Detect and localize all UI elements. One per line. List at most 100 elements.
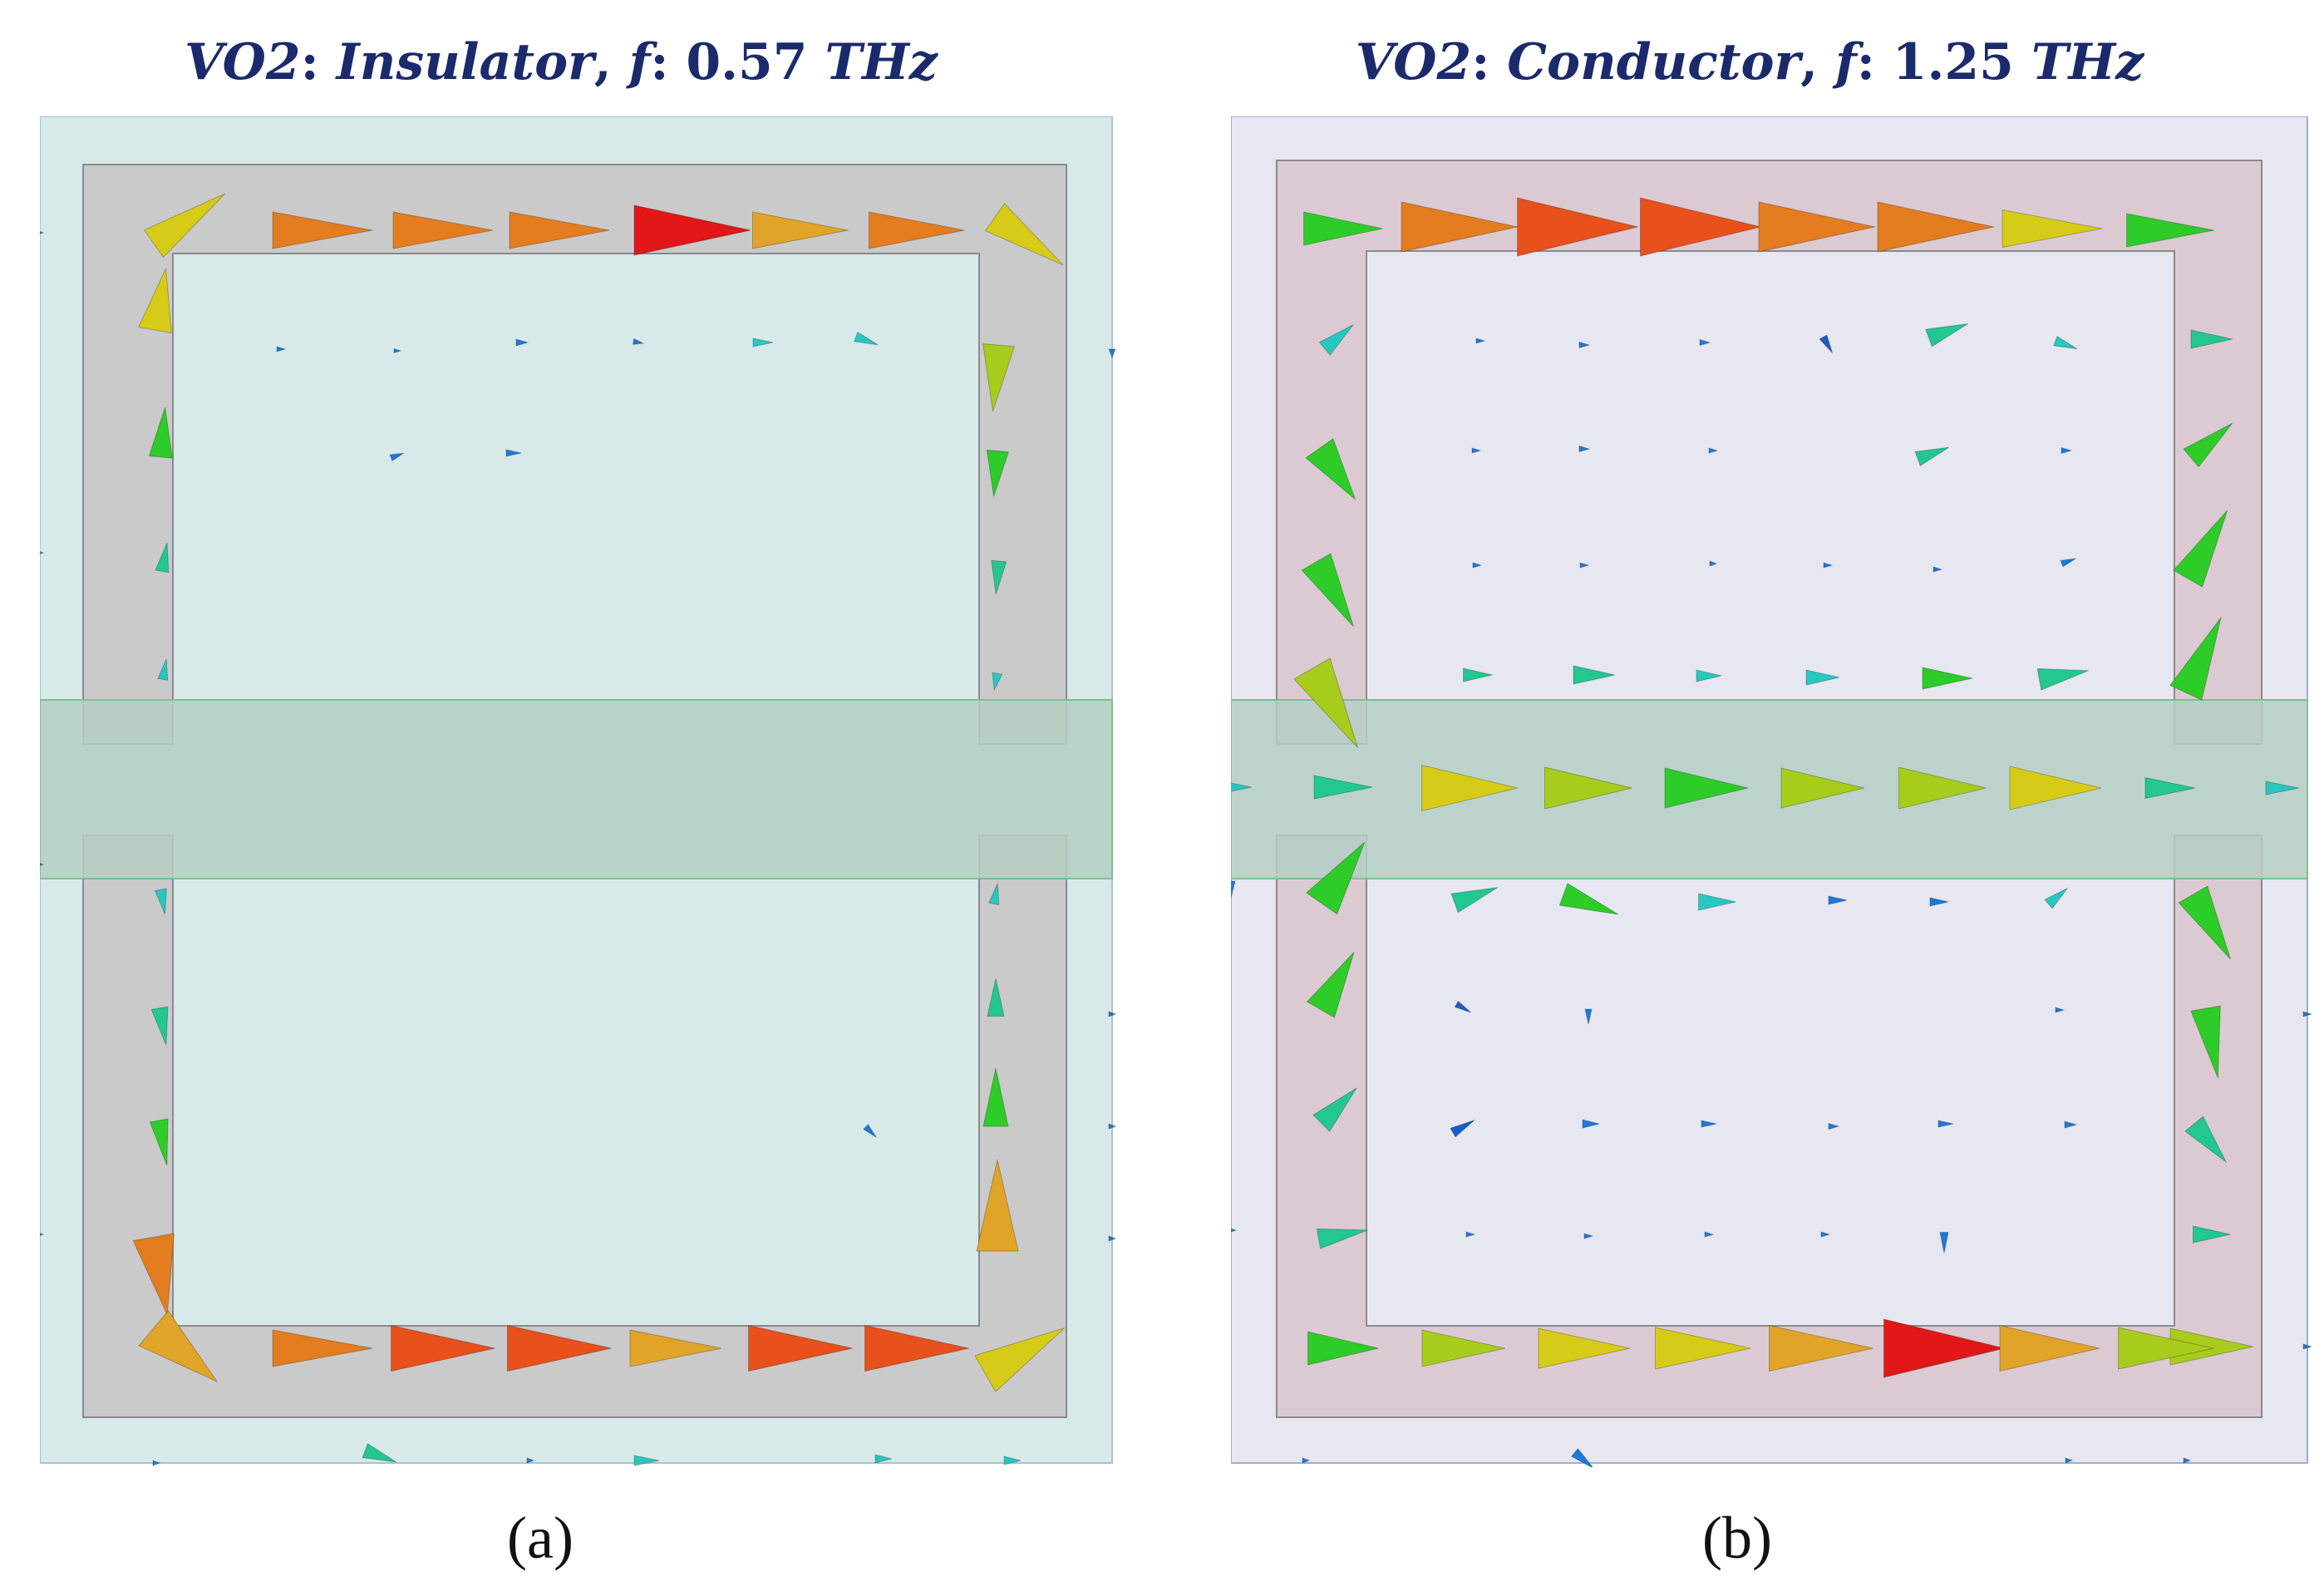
current-arrow — [1306, 952, 1355, 1018]
current-arrow — [2061, 446, 2073, 455]
current-arrow — [1898, 766, 1987, 810]
current-arrow — [40, 862, 45, 867]
current-arrow — [515, 338, 529, 347]
current-arrow — [2173, 510, 2228, 588]
current-arrow — [148, 406, 173, 459]
current-arrow — [2044, 887, 2068, 909]
current-arrow — [1312, 1087, 1357, 1132]
current-arrow — [1709, 560, 1718, 567]
current-arrow — [1655, 1327, 1751, 1370]
current-arrow — [1421, 1329, 1506, 1367]
current-arrow — [1558, 883, 1619, 915]
current-arrow — [1303, 211, 1383, 246]
current-arrow — [1108, 1011, 1116, 1017]
current-arrow — [1579, 562, 1590, 569]
current-arrow — [1914, 446, 1950, 467]
current-arrow — [154, 888, 167, 914]
vo2-strip-b — [1231, 699, 2308, 879]
current-arrow — [1003, 1456, 1022, 1465]
title-a-sep2: , — [593, 33, 629, 91]
current-arrow — [984, 203, 1064, 266]
current-arrow — [1302, 1457, 1311, 1464]
current-arrow — [1704, 1231, 1715, 1238]
current-arrow — [1450, 1120, 1475, 1138]
current-arrow — [633, 1455, 660, 1466]
current-arrow — [2265, 781, 2300, 796]
current-arrow — [1582, 1119, 1600, 1129]
current-arrow — [1401, 201, 1519, 253]
current-arrow — [2193, 1225, 2231, 1244]
current-arrow — [272, 1329, 373, 1367]
title-b-freq-value: 1.25 — [1892, 33, 2014, 91]
current-arrow — [1640, 197, 1761, 257]
title-b-freq-symbol: f — [1834, 33, 1857, 91]
current-arrow — [752, 211, 849, 249]
current-arrow — [2126, 213, 2214, 248]
current-arrow — [507, 1324, 612, 1372]
title-b-sep3: : — [1856, 33, 1893, 91]
current-arrow — [509, 211, 610, 249]
current-arrow — [1421, 764, 1518, 812]
current-arrow — [982, 1067, 1009, 1127]
current-arrow — [1538, 1328, 1631, 1369]
current-arrow — [1708, 447, 1719, 454]
current-arrow — [2178, 885, 2231, 960]
current-arrow — [1578, 341, 1591, 349]
current-arrow — [1305, 438, 1356, 501]
title-b-freq-unit: THz — [2031, 33, 2144, 91]
current-arrow — [276, 346, 287, 352]
current-arrow — [2118, 1327, 2214, 1370]
current-arrow — [1701, 1120, 1717, 1128]
current-arrow — [992, 672, 1003, 692]
current-arrow — [1937, 1120, 1954, 1128]
current-arrow — [1465, 1231, 1476, 1238]
current-arrow — [138, 1309, 219, 1383]
current-arrow — [143, 193, 226, 259]
current-arrow — [982, 342, 1016, 412]
current-arrow — [155, 542, 170, 574]
title-b-sep1: : — [1471, 33, 1508, 91]
vo2-strip-a — [40, 699, 1113, 879]
current-arrow — [392, 211, 494, 249]
current-arrow — [1517, 197, 1638, 257]
current-arrow — [1929, 897, 1949, 907]
panel-b-label: (b) — [1702, 1505, 1772, 1571]
current-arrow — [2060, 558, 2076, 568]
title-a-sep1: : — [300, 33, 337, 91]
current-arrow — [2190, 329, 2233, 349]
current-arrow — [854, 331, 879, 346]
current-arrow — [1699, 338, 1711, 347]
panel-a-label: (a) — [507, 1505, 574, 1571]
title-a-state: Insulator — [336, 33, 594, 91]
current-arrow — [976, 1159, 1019, 1252]
current-arrow — [987, 978, 1005, 1017]
current-arrow — [1573, 665, 1616, 685]
current-arrow — [1877, 201, 1995, 253]
current-arrow — [1544, 766, 1632, 810]
current-arrow — [1313, 775, 1373, 800]
current-arrow — [1819, 334, 1833, 353]
current-arrow — [632, 337, 645, 345]
title-a-sep3: : — [650, 33, 687, 91]
current-arrow — [1999, 1324, 2100, 1372]
current-arrow — [157, 658, 169, 681]
current-arrow — [1578, 445, 1591, 453]
current-arrow — [633, 204, 751, 256]
current-arrow — [40, 550, 45, 555]
current-arrow — [1301, 553, 1354, 628]
current-arrow — [391, 1324, 495, 1372]
current-arrow — [1698, 893, 1736, 911]
current-arrow — [1463, 667, 1493, 682]
current-arrow — [1316, 1228, 1368, 1249]
current-arrow — [1925, 323, 1968, 347]
current-arrow — [1471, 447, 1482, 454]
title-b-material: VO2 — [1355, 33, 1472, 91]
current-arrow — [132, 1233, 175, 1317]
current-arrow — [2302, 1011, 2312, 1017]
current-arrow — [1450, 887, 1499, 914]
current-arrow — [1780, 767, 1865, 809]
current-arrow — [748, 1324, 853, 1372]
current-arrow — [1307, 1331, 1379, 1366]
current-arrow — [864, 1324, 969, 1372]
current-arrow — [2183, 422, 2233, 468]
